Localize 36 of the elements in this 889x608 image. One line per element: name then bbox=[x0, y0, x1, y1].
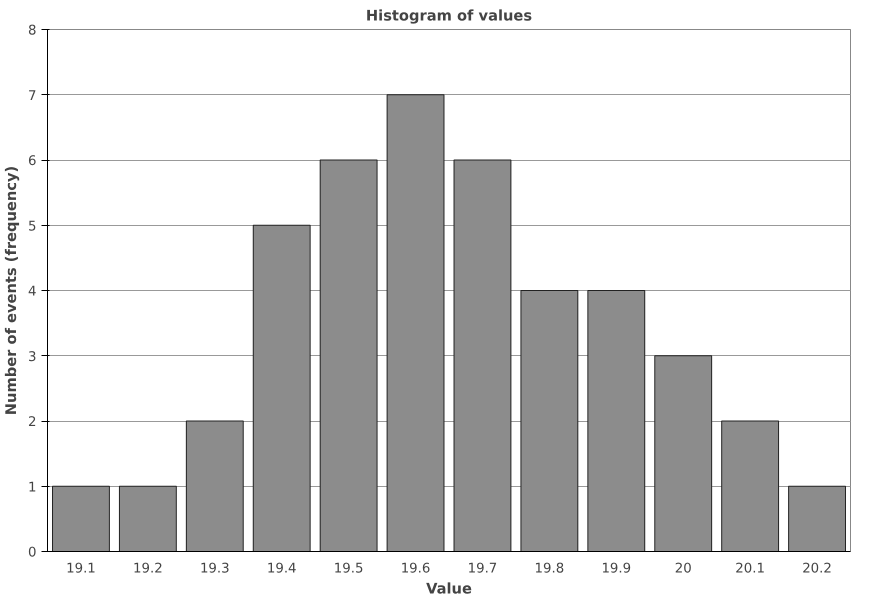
y-tick-label: 8 bbox=[28, 24, 37, 38]
x-tick-label: 19.9 bbox=[601, 562, 632, 576]
y-tick-label: 7 bbox=[28, 88, 37, 104]
x-tick-label: 20.2 bbox=[802, 562, 832, 576]
x-tick-label: 19.1 bbox=[66, 562, 96, 576]
x-tick-label: 19.5 bbox=[334, 562, 364, 576]
x-tick-label: 20 bbox=[674, 562, 692, 576]
x-tick-label: 19.7 bbox=[468, 562, 498, 576]
bar bbox=[721, 420, 780, 552]
bar bbox=[788, 486, 846, 552]
y-tick-label: 0 bbox=[28, 546, 37, 560]
y-tick-label: 1 bbox=[28, 480, 37, 496]
bar bbox=[118, 486, 177, 552]
y-tick-label: 4 bbox=[28, 284, 37, 300]
bar bbox=[386, 94, 444, 552]
y-tick-label: 5 bbox=[28, 219, 37, 234]
y-axis-title: Number of events (frequency) bbox=[3, 166, 20, 416]
x-tick-label: 19.6 bbox=[400, 562, 430, 576]
bar bbox=[52, 486, 110, 552]
bar bbox=[186, 420, 244, 552]
x-tick-label: 19.3 bbox=[200, 562, 230, 576]
x-tick-label: 19.8 bbox=[534, 562, 564, 576]
bar bbox=[252, 224, 311, 552]
bar bbox=[520, 290, 578, 552]
chart-title: Histogram of values bbox=[366, 8, 532, 24]
x-tick-label: 19.4 bbox=[266, 562, 297, 576]
y-tick-label: 6 bbox=[28, 154, 37, 169]
x-axis-title: Value bbox=[426, 580, 472, 598]
x-tick-label: 20.1 bbox=[735, 562, 765, 576]
bar bbox=[320, 160, 378, 552]
y-tick-label: 3 bbox=[28, 350, 37, 365]
x-tick-label: 19.2 bbox=[133, 562, 163, 576]
bar bbox=[654, 355, 712, 552]
y-tick-label: 2 bbox=[28, 415, 37, 430]
bar bbox=[587, 290, 646, 552]
bar bbox=[454, 160, 512, 552]
